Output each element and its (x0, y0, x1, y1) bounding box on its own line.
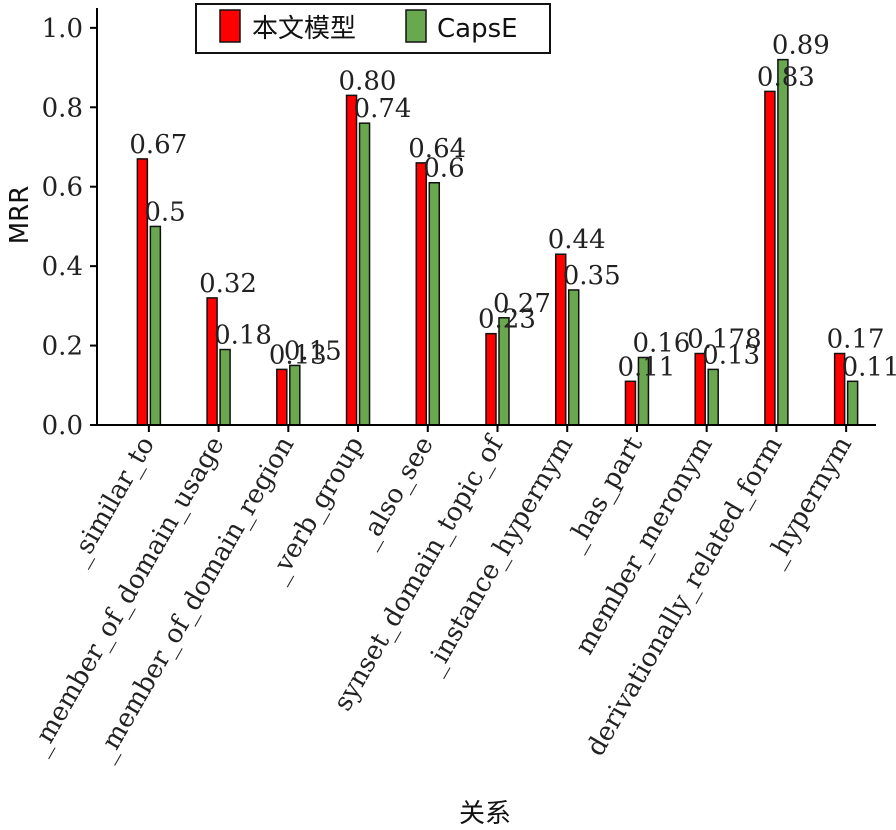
bar-series-1 (415, 162, 428, 426)
bar-series-2 (289, 364, 301, 426)
data-label-series-2: 0.74 (354, 94, 412, 124)
data-label-series-2: 0.16 (632, 328, 690, 358)
legend-swatch-series-2 (405, 9, 427, 43)
legend-label-series-1: 本文模型 (252, 14, 356, 44)
data-label-series-1: 0.32 (199, 269, 257, 299)
y-tick-label: 0.0 (42, 411, 83, 441)
data-labels-layer: 0.670.50.320.180.130.150.800.740.640.60.… (129, 31, 896, 383)
y-axis-title: MRR (5, 186, 35, 245)
axes-layer (96, 8, 876, 426)
x-axis-title: 关系 (459, 799, 511, 829)
legend-swatch-series-1 (219, 9, 241, 43)
bar-series-2 (219, 348, 231, 426)
data-label-series-1: 0.64 (408, 134, 466, 164)
data-label-series-2: 0.27 (493, 289, 551, 319)
data-label-series-1: 0.23 (478, 305, 536, 335)
bar-series-2 (707, 368, 719, 426)
data-label-series-1: 0.17 (827, 325, 885, 355)
x-categories-layer: _similar_to_member_of_domain_usage_membe… (24, 425, 858, 766)
bar-series-1 (624, 380, 637, 426)
bar-series-2 (846, 380, 859, 426)
data-label-series-1: 0.178 (687, 325, 761, 355)
data-label-series-2: 0.89 (772, 31, 830, 61)
legend-label-series-2: CapsE (437, 14, 518, 44)
y-tick-label: 0.4 (42, 252, 83, 282)
bars-layer (136, 58, 859, 426)
data-label-series-2: 0.13 (702, 340, 760, 370)
y-tick-label: 1.0 (42, 14, 83, 44)
bar-series-2 (358, 122, 371, 426)
data-label-series-1: 0.67 (129, 130, 187, 160)
data-label-series-1: 0.13 (269, 340, 327, 370)
legend-box (195, 3, 551, 54)
bar-series-1 (764, 90, 776, 426)
y-tick-label: 0.6 (42, 173, 83, 203)
bar-series-1 (485, 332, 497, 426)
data-label-series-2: 0.5 (144, 197, 185, 227)
y-tick-label: 0.8 (42, 93, 83, 123)
y-ticks-layer: 0.0 0.2 0.4 0.6 0.8 1.0 (42, 14, 97, 441)
bar-series-2 (777, 58, 789, 426)
data-label-series-2: 0.6 (423, 154, 464, 184)
data-label-series-2: 0.11 (842, 352, 896, 382)
data-label-series-1: 0.80 (339, 66, 397, 96)
bar-series-1 (345, 94, 358, 426)
data-label-series-2: 0.35 (563, 261, 621, 291)
data-label-series-1: 0.44 (548, 225, 606, 255)
bar-series-1 (206, 297, 218, 426)
data-label-series-2: 0.15 (284, 336, 342, 366)
data-label-series-2: 0.18 (214, 321, 272, 351)
bar-series-2 (567, 289, 580, 426)
bar-series-1 (276, 368, 288, 426)
bar-series-2 (149, 225, 162, 426)
y-tick-label: 0.2 (42, 332, 83, 362)
data-label-series-1: 0.83 (757, 62, 815, 92)
legend: 本文模型 CapsE (195, 3, 551, 54)
data-label-series-1: 0.11 (617, 352, 675, 382)
bar-series-2 (428, 181, 441, 426)
